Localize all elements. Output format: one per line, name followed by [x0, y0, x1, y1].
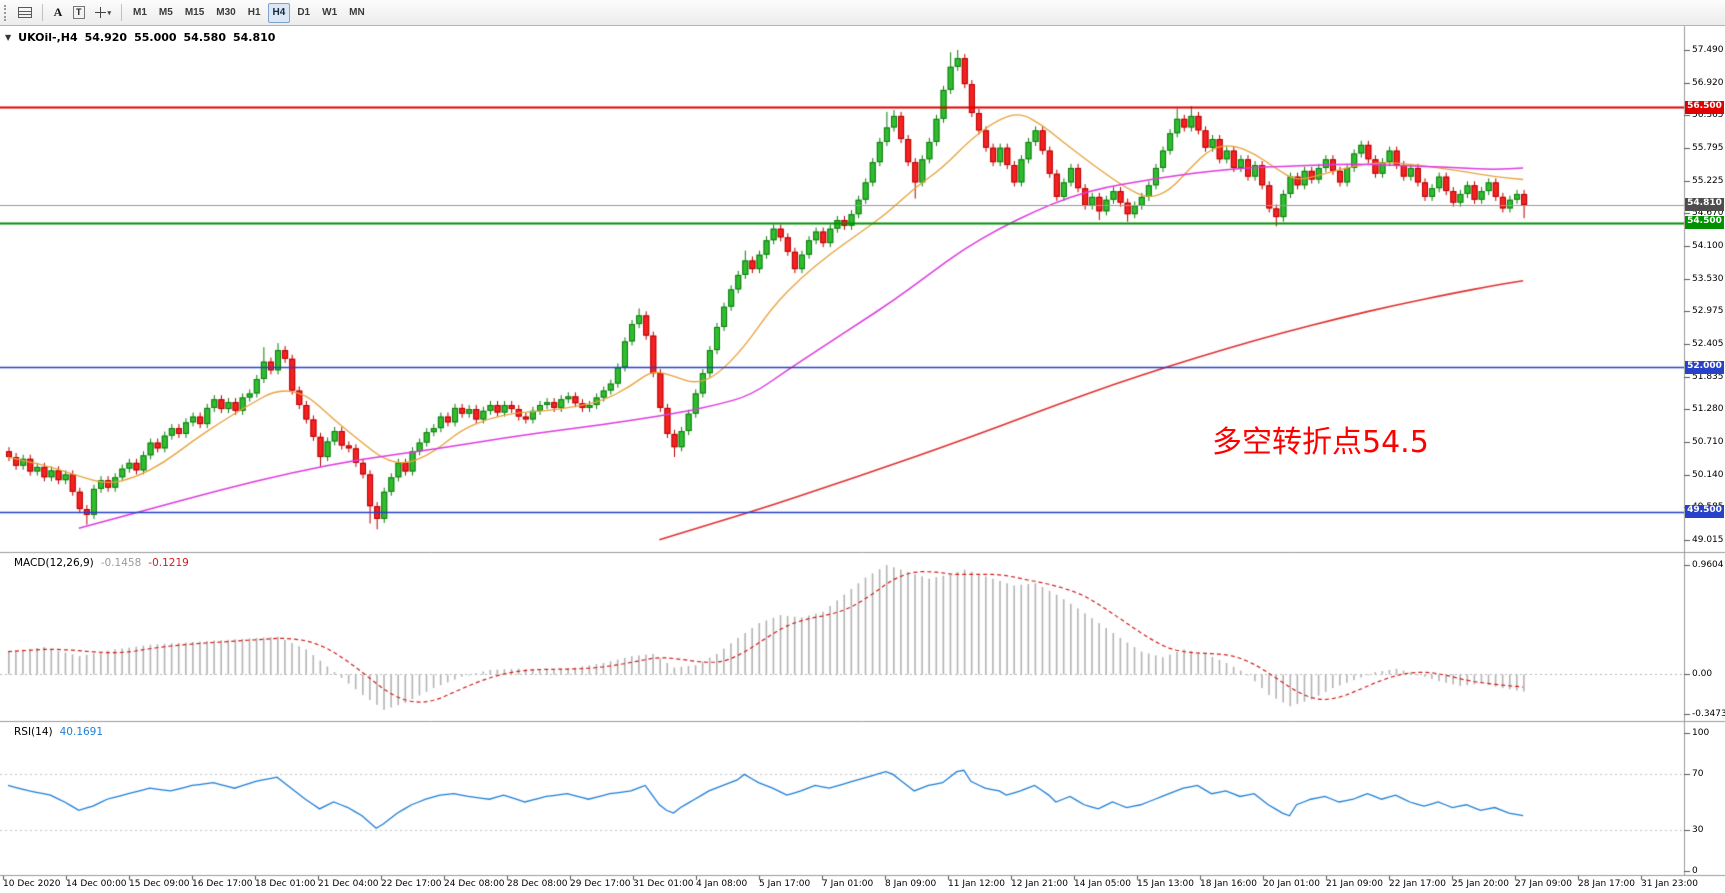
price-scale-tick: 52.975: [1692, 306, 1724, 317]
time-axis-label: 28 Dec 08:00: [507, 879, 568, 889]
time-axis-label: 14 Dec 00:00: [66, 879, 127, 889]
time-axis-label: 20 Jan 01:00: [1263, 879, 1320, 889]
time-axis-label: 11 Jan 12:00: [948, 879, 1005, 889]
time-axis-label: 27 Jan 09:00: [1515, 879, 1572, 889]
timeframe-button-mn[interactable]: MN: [344, 3, 370, 23]
macd-signal-value: -0.1219: [148, 557, 189, 569]
time-axis-label: 15 Dec 09:00: [129, 879, 190, 889]
macd-name: MACD(12,26,9): [14, 557, 94, 569]
time-axis-label: 31 Dec 01:00: [633, 879, 694, 889]
rsi-scale-tick: 0: [1692, 866, 1698, 876]
price-scale-tick: 53.530: [1692, 273, 1724, 284]
price-level-badge: 54.810: [1685, 198, 1724, 212]
time-axis-label: 5 Jan 17:00: [759, 879, 811, 889]
time-axis-label: 8 Jan 09:00: [885, 879, 937, 889]
one-click-trading-toggle-icon[interactable]: ▼: [5, 33, 12, 42]
price-scale-tick: 51.280: [1692, 404, 1724, 415]
rsi-scale-tick: 100: [1692, 728, 1710, 738]
toolbar-drag-handle[interactable]: [4, 4, 9, 21]
macd-scale-tick: -0.3473: [1692, 708, 1725, 719]
time-axis-label: 10 Dec 2020: [3, 879, 61, 889]
chevron-down-icon: ▾: [107, 9, 112, 17]
macd-value: -0.1458: [100, 557, 142, 569]
chart-windows-button[interactable]: [13, 3, 37, 23]
ohlc-high: 55.000: [134, 31, 177, 44]
time-axis-label: 28 Jan 17:00: [1578, 879, 1635, 889]
macd-indicator-label: MACD(12,26,9) -0.1458 -0.1219: [14, 557, 189, 569]
price-level-badge: 52.000: [1685, 360, 1724, 374]
time-axis-label: 24 Dec 08:00: [444, 879, 505, 889]
time-axis-label: 31 Jan 23:00: [1641, 879, 1698, 889]
chart-annotation-text[interactable]: 多空转折点54.5: [1212, 425, 1429, 460]
price-scale-tick: 54.670: [1692, 208, 1724, 219]
toolbar: A T ▾ M1 M5 M15 M30 H1 H4 D1 W1 MN: [0, 0, 1725, 26]
time-axis-label: 4 Jan 08:00: [696, 879, 748, 889]
rsi-scale-tick: 70: [1692, 769, 1704, 780]
crosshair-icon: [94, 7, 106, 18]
rsi-value: 40.1691: [59, 726, 104, 738]
timeframe-button-m5[interactable]: M5: [154, 3, 178, 23]
toolbar-separator: [42, 4, 43, 21]
time-axis-label: 21 Jan 09:00: [1326, 879, 1383, 889]
price-level-badge: 54.500: [1685, 216, 1724, 230]
timeframe-button-m15[interactable]: M15: [180, 3, 209, 23]
price-scale-tick: 51.835: [1692, 371, 1724, 382]
time-axis-label: 22 Jan 17:00: [1389, 879, 1446, 889]
price-scale-tick: 54.100: [1692, 241, 1724, 251]
toolbar-separator: [121, 4, 123, 21]
ohlc-low: 54.580: [183, 31, 226, 44]
timeframe-button-m1[interactable]: M1: [128, 3, 152, 23]
timeframe-toolbar: M1 M5 M15 M30 H1 H4 D1 W1 MN: [127, 2, 371, 23]
macd-scale-tick: 0.9604: [1692, 560, 1724, 570]
crosshair-tool-button[interactable]: ▾: [90, 3, 117, 23]
chart-title: ▼ UKOil-,H4 54.920 55.000 54.580 54.810: [5, 31, 275, 44]
price-scale-tick: 56.920: [1692, 77, 1724, 88]
rsi-name: RSI(14): [14, 726, 53, 738]
price-scale-tick: 49.015: [1692, 535, 1724, 546]
price-scale-tick: 56.365: [1692, 110, 1724, 121]
price-level-badge: 49.500: [1685, 505, 1724, 519]
ohlc-close: 54.810: [232, 31, 276, 44]
chart-grid-icon: [18, 7, 32, 18]
text-tool-icon: T: [73, 6, 85, 19]
time-axis-label: 12 Jan 21:00: [1011, 879, 1068, 889]
timeframe-button-h1[interactable]: H1: [243, 3, 266, 23]
price-scale-tick: 57.490: [1692, 45, 1724, 55]
price-scale-tick: 55.795: [1692, 143, 1724, 153]
price-scale-tick: 55.225: [1692, 175, 1724, 186]
text-tool-button[interactable]: T: [68, 3, 90, 23]
time-axis-label: 16 Dec 17:00: [192, 879, 253, 889]
time-axis-label: 18 Dec 01:00: [255, 879, 316, 889]
time-axis-label: 29 Dec 17:00: [570, 879, 631, 889]
macd-scale-tick: 0.00: [1692, 669, 1713, 680]
time-axis-label: 22 Dec 17:00: [381, 879, 442, 889]
time-axis-label: 21 Dec 04:00: [318, 879, 379, 889]
time-axis-label: 7 Jan 01:00: [822, 879, 874, 889]
time-axis-label: 15 Jan 13:00: [1137, 879, 1194, 889]
arrow-label-tool-button[interactable]: A: [48, 3, 68, 23]
chart-symbol-period: UKOil-,H4: [18, 31, 78, 44]
timeframe-button-w1[interactable]: W1: [317, 3, 342, 23]
ohlc-open: 54.920: [84, 31, 128, 44]
timeframe-button-d1[interactable]: D1: [292, 3, 315, 23]
rsi-indicator-label: RSI(14) 40.1691: [14, 726, 103, 738]
timeframe-button-m30[interactable]: M30: [211, 3, 240, 23]
time-axis-label: 14 Jan 05:00: [1074, 879, 1131, 889]
price-level-badge: 56.500: [1685, 100, 1724, 114]
price-scale-tick: 50.140: [1692, 469, 1724, 480]
price-scale-tick: 50.710: [1692, 437, 1724, 448]
price-scale-tick: 52.405: [1692, 339, 1724, 349]
time-axis-label: 18 Jan 16:00: [1200, 879, 1257, 889]
time-axis-label: 25 Jan 20:00: [1452, 879, 1509, 889]
rsi-scale-tick: 30: [1692, 824, 1704, 835]
timeframe-button-h4[interactable]: H4: [267, 2, 291, 23]
